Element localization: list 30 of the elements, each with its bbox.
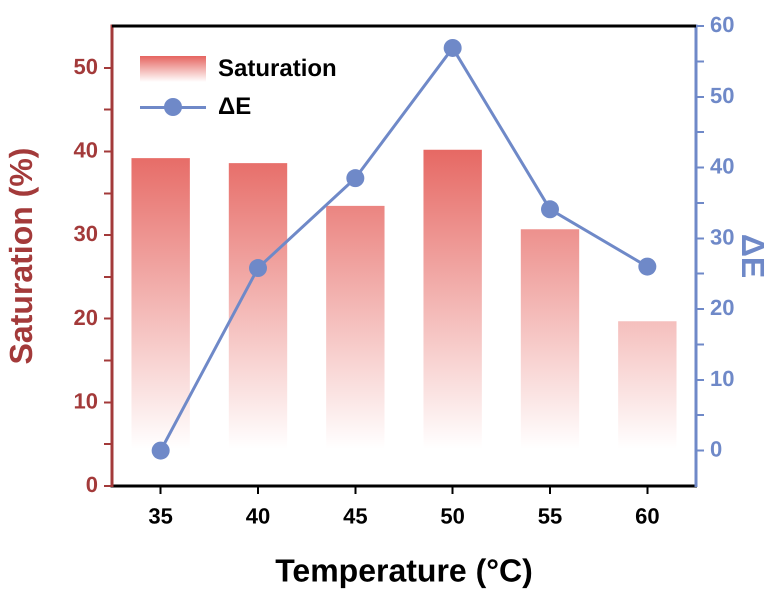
y2-tick-label: 10 (710, 366, 734, 391)
y2-tick-label: 0 (710, 436, 722, 462)
y2-tick-label: 60 (710, 12, 734, 38)
y2-axis-title: ΔE (734, 234, 771, 278)
y-tick-label: 20 (74, 304, 98, 330)
x-tick-label: 45 (343, 503, 368, 528)
y-tick-label: 10 (74, 388, 98, 414)
y-tick-label: 0 (86, 472, 98, 498)
x-tick-label: 35 (148, 503, 173, 528)
point (638, 258, 656, 276)
x-tick-label: 60 (635, 503, 660, 528)
y2-tick-label: 20 (710, 295, 734, 320)
y2-tick-label: 40 (710, 154, 734, 179)
y2-tick-label: 30 (710, 224, 734, 250)
point (444, 38, 462, 57)
y-tick-label: 50 (74, 54, 98, 79)
legend-label: Saturation (218, 55, 337, 83)
y2-tick-label: 50 (710, 82, 734, 108)
x-axis-title: Temperature (°C) (275, 552, 533, 589)
point (541, 200, 559, 218)
y-tick-label: 30 (74, 221, 98, 246)
x-tick-label: 55 (538, 503, 562, 528)
point (152, 442, 170, 460)
legend-label: ΔE (218, 93, 252, 121)
x-tick-label: 50 (440, 503, 465, 528)
y-tick-label: 40 (74, 138, 98, 163)
y-axis-title: Saturation (%) (3, 148, 40, 364)
point (346, 169, 364, 188)
point (249, 259, 267, 278)
x-tick-label: 40 (246, 503, 270, 528)
